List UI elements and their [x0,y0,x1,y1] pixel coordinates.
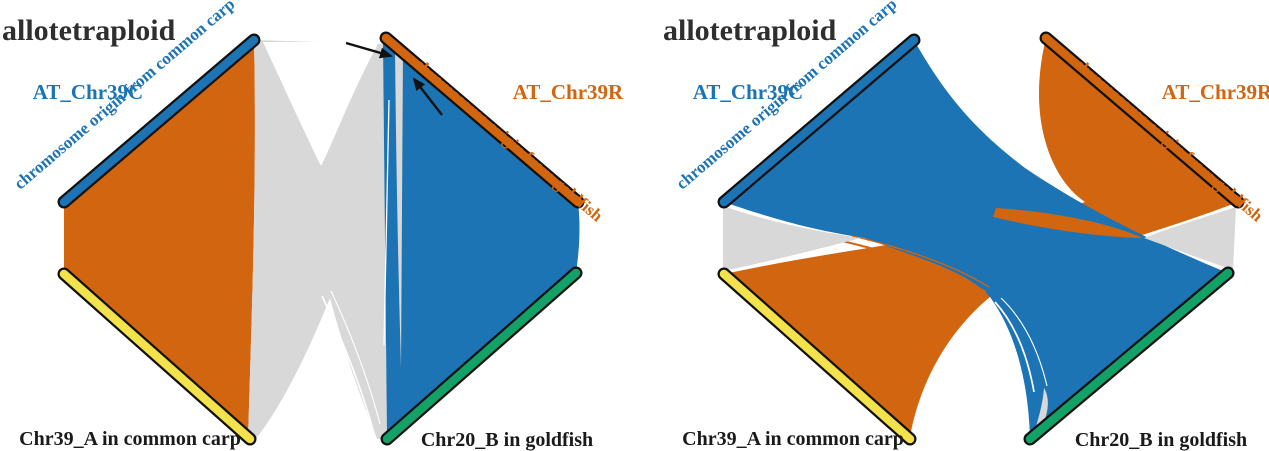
gray-sliver-in-blue [395,46,403,368]
panel-title: allotetraploid [663,14,837,47]
chromosome-bar-Chr39A [719,269,915,444]
ribbon-hairline [383,99,390,346]
white-notch-top [263,42,377,166]
panel-title: allotetraploid [2,14,176,47]
chromosome-label-Chr39A: Chr39_A in common carp [19,428,241,450]
chromosome-label-Chr39A: Chr39_A in common carp [682,428,904,450]
gray-wedge-left [723,206,861,271]
chromosome-label-AT-Chr39C: AT_Chr39C [33,80,143,104]
annotation-arrow-icon [345,41,393,59]
ribbon-hairline [321,295,375,434]
ribbon-hairline [330,290,381,425]
chromosome-bar-Chr39A [59,269,255,444]
gray-sliver-bottom [1034,388,1048,435]
gray-wedge-right [1144,207,1236,270]
ribbon-hairline [851,235,990,288]
chromosome-label-Chr20B: Chr20_B in goldfish [421,429,593,451]
chromosome-bar-AT-Chr39R [1041,33,1243,207]
ribbon-hairline [1000,297,1048,387]
annotation-arrow-icon [412,77,443,116]
panel-left: allotetraploid AT_Chr39C chromosome orig… [2,0,624,451]
chromosome-bar-AT-Chr39R [381,33,583,207]
panel-right: allotetraploid AT_Chr39C chromosome orig… [663,0,1269,451]
ribbon-blue-right-panel [724,40,1228,437]
ribbon-blue-left-panel [383,38,580,439]
chromosome-label-AT-Chr39R: AT_Chr39R [513,80,624,104]
chromosome-bar-AT-Chr39C [719,35,919,207]
chromosome-label-Chr20B: Chr20_B in goldfish [1075,429,1247,451]
chromosome-label-AT-Chr39C: AT_Chr39C [693,80,803,104]
chromosome-bar-Chr20B [1025,268,1233,444]
ribbon-hairline [841,240,987,293]
chromosome-bar-AT-Chr39C [59,35,259,207]
white-notch-bottom [254,298,378,441]
ribbon-hairline [994,301,1035,393]
chromosome-bar-Chr20B [382,268,581,444]
chromosome-label-AT-Chr39R: AT_Chr39R [1162,80,1269,104]
ribbon-orange-left-panel [64,40,255,438]
orange-overlay-band [993,208,1143,238]
